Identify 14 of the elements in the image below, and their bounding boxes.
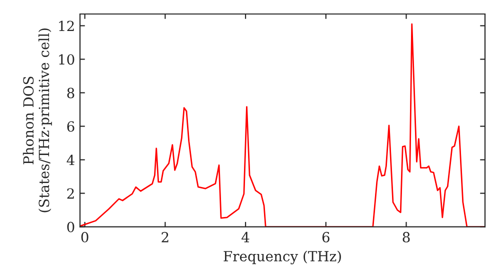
x-tick-label: 6 <box>322 232 330 242</box>
y-tick-label: 8 <box>67 88 74 98</box>
y-tick-label: 4 <box>66 154 74 166</box>
y-tick-label: 12 <box>59 20 74 32</box>
x-tick-label: 4 <box>242 232 250 242</box>
y-tick-label: 2 <box>67 188 74 199</box>
y-tick-label: 10 <box>59 54 74 65</box>
y-tick-label: 0 <box>67 222 74 232</box>
x-tick-label: 2 <box>162 232 168 242</box>
x-tick-label: 0 <box>81 232 88 242</box>
x-axis-title: Frequency (THz) <box>224 250 341 264</box>
x-tick-label: 8 <box>402 232 410 242</box>
y-tick-label: 6 <box>67 121 74 132</box>
y-axis-title: Phonon DOS (States/THz·primitive cell) <box>22 28 52 212</box>
